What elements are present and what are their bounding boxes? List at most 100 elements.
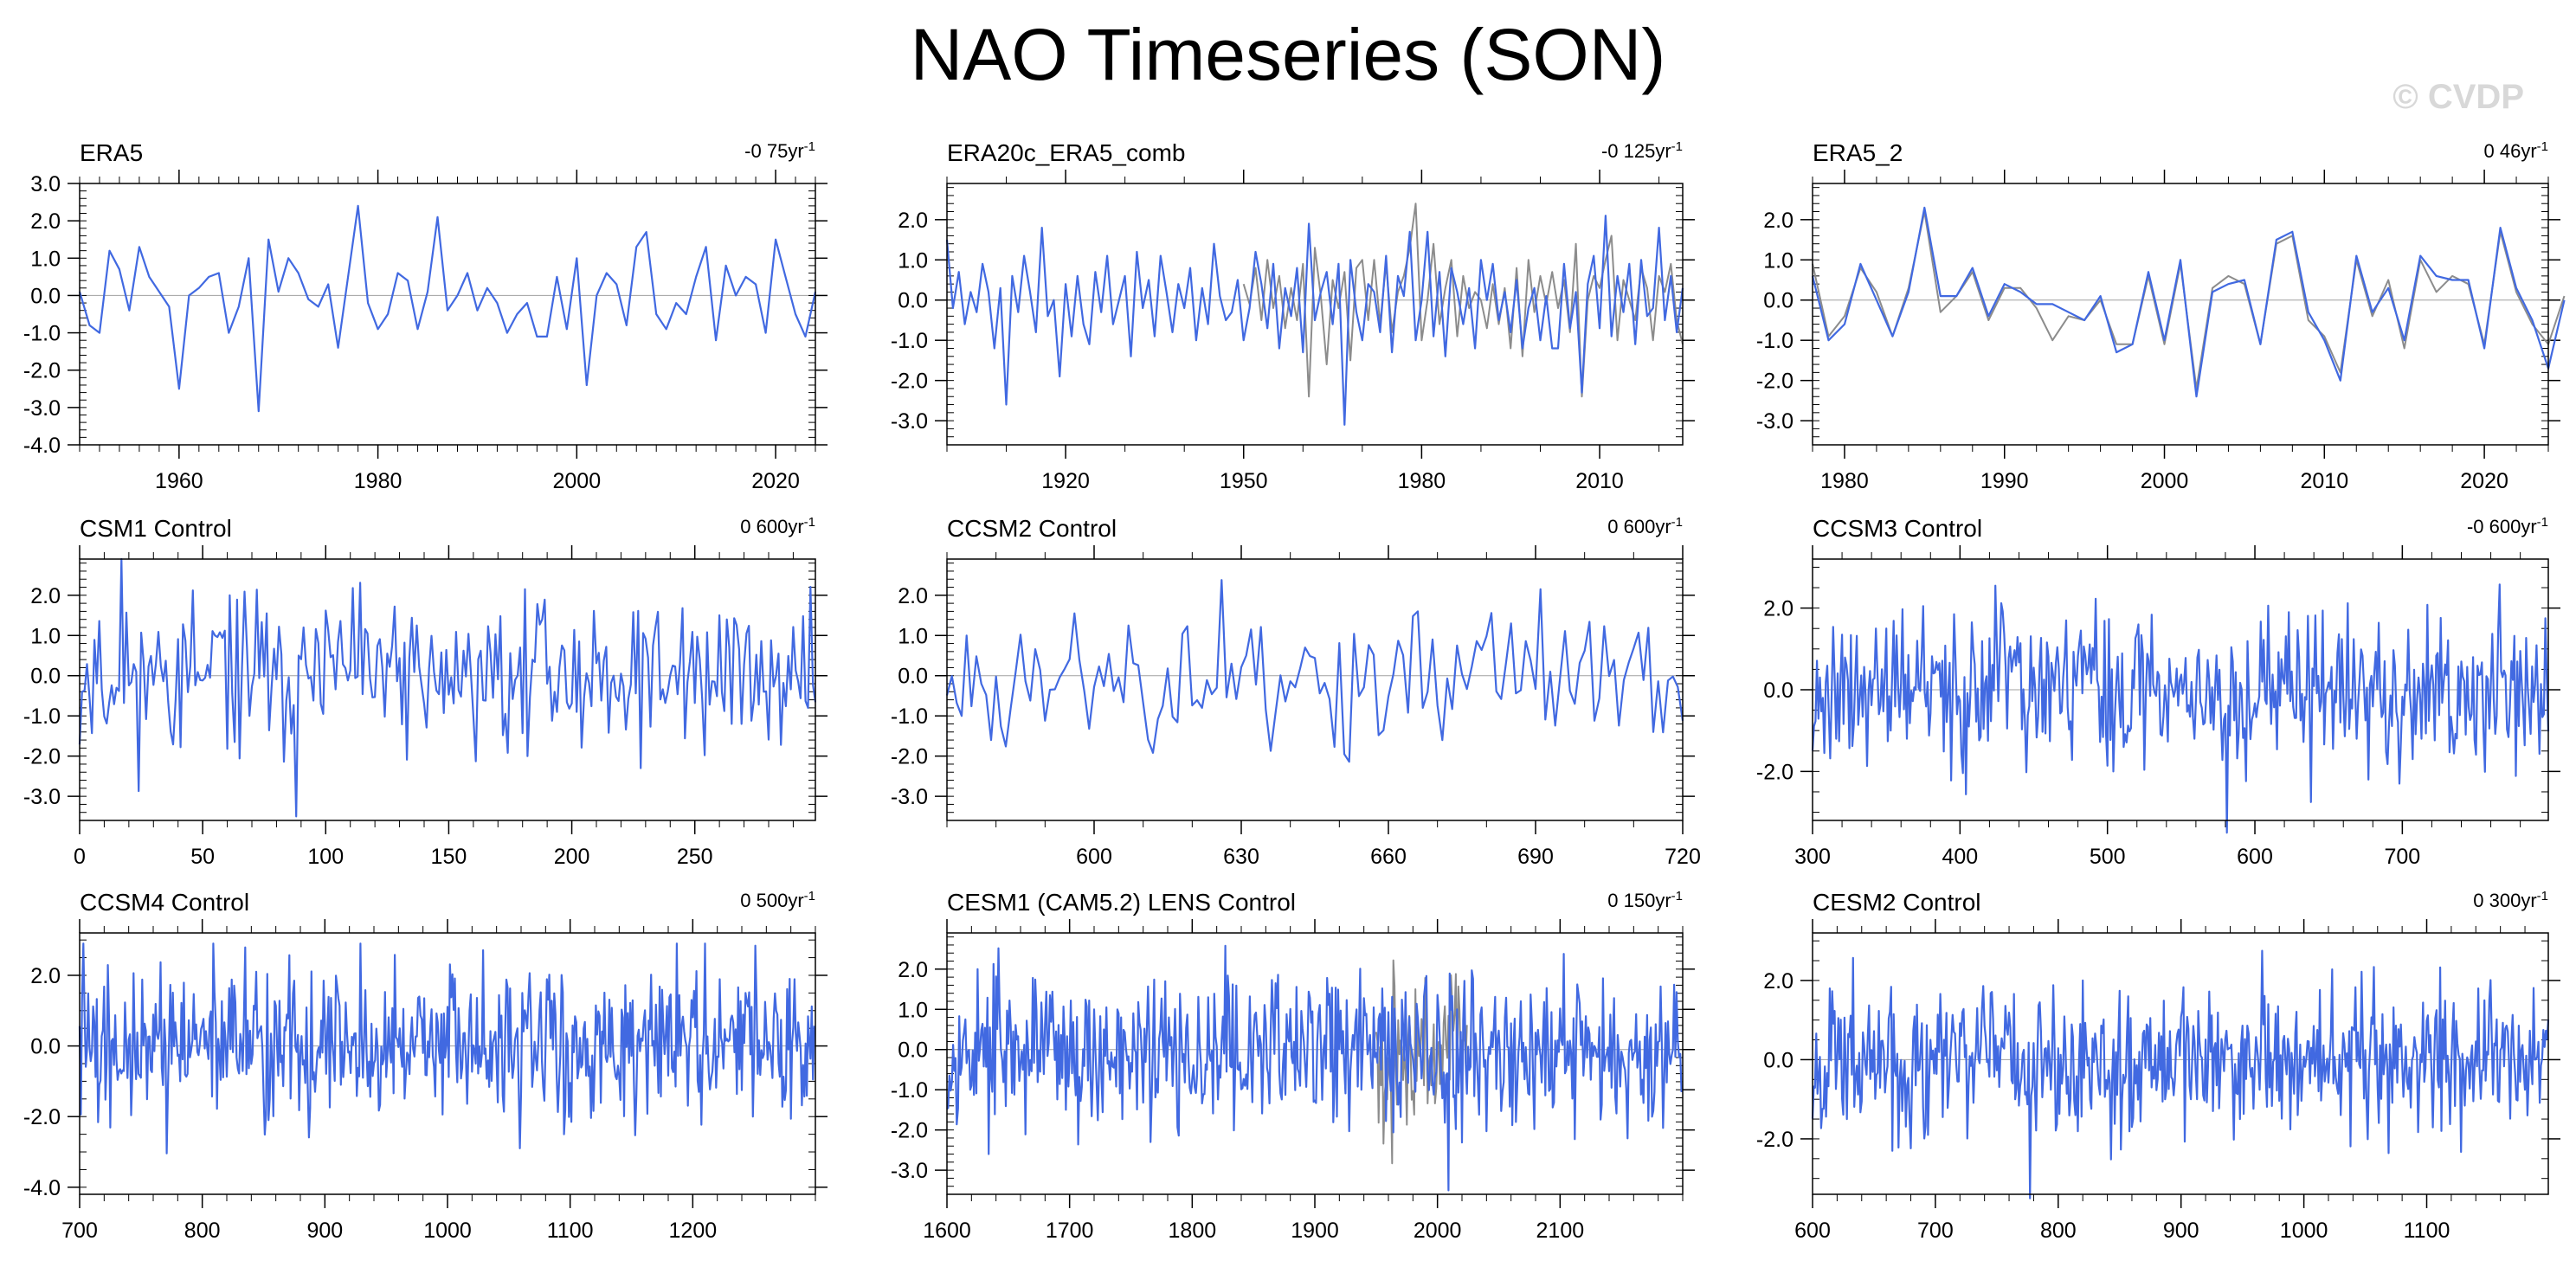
plot-frame (1812, 932, 2549, 1195)
x-tick-label: 2100 (1536, 1219, 1585, 1243)
plot-frame (946, 558, 1684, 821)
panel-trend: 0 150yr-1 (1607, 889, 1683, 911)
y-tick-label: 0.0 (1763, 1048, 1794, 1072)
y-tick-label: 0.0 (898, 1039, 928, 1063)
panel-4: CSM1 Control 0 600yr-1 -3.0 -2.0 -1.0 0.0 1.0 2… (23, 515, 828, 869)
panel-trend: 0 300yr-1 (2473, 889, 2548, 911)
nao-series-line (78, 942, 815, 1154)
panel-2: ERA20c_ERA5_comb -0 125yr-1 -3.0 -2.0 -1.0 0.… (891, 139, 1695, 493)
x-tick-label: 1980 (1398, 469, 1446, 493)
y-tick-label: -3.0 (891, 1159, 928, 1183)
y-tick-label: -2.0 (891, 370, 928, 394)
y-tick-label: -3.0 (23, 396, 61, 421)
y-tick-label: 1.0 (898, 624, 928, 648)
x-tick-label: 700 (61, 1219, 98, 1243)
y-tick-label: 0.0 (30, 665, 61, 689)
x-tick-label: 1990 (1980, 469, 2029, 493)
y-tick-label: -4.0 (23, 434, 61, 458)
x-tick-label: 1100 (547, 1219, 594, 1243)
reference-series-line (1242, 203, 1684, 398)
panel-title: CESM2 Control (1813, 889, 1981, 916)
panel-trend: 0 46yr-1 (2484, 139, 2549, 162)
panel-7: CCSM4 Control 0 500yr-1 -4.0 -2.0 0.0 2.0 700 8… (23, 889, 828, 1243)
panel-title: CCSM4 Control (80, 889, 249, 916)
y-tick-label: 2.0 (1763, 969, 1794, 994)
x-tick-label: 660 (1370, 845, 1407, 869)
y-tick-label: 0.0 (898, 665, 928, 689)
panel-trend: 0 600yr-1 (740, 515, 815, 537)
x-tick-label: 2000 (1414, 1219, 1462, 1243)
x-tick-label: 100 (307, 845, 344, 869)
x-tick-label: 200 (554, 845, 590, 869)
y-tick-label: -2.0 (23, 1105, 61, 1129)
x-tick-label: 2020 (751, 469, 800, 493)
y-tick-label: -3.0 (891, 785, 928, 809)
y-tick-label: 0.0 (30, 284, 61, 308)
cvdp-watermark: © CVDP (2392, 78, 2524, 116)
y-tick-label: -3.0 (891, 409, 928, 434)
y-tick-label: 0.0 (1763, 679, 1794, 703)
x-tick-label: 150 (431, 845, 467, 869)
y-tick-label: -2.0 (1756, 760, 1794, 784)
x-tick-label: 1200 (669, 1219, 718, 1243)
trend-exponent: -1 (2537, 515, 2548, 530)
y-tick-label: -2.0 (891, 1119, 928, 1143)
reference-series-line (1375, 959, 1468, 1165)
y-tick-label: -4.0 (23, 1176, 61, 1200)
nao-series-line (78, 557, 817, 818)
x-tick-label: 1980 (354, 469, 402, 493)
panel-3: ERA5_2 0 46yr-1 -3.0 -2.0 -1.0 0.0 1.0 2.0 1980 1… (1756, 139, 2566, 493)
plot-frame (1812, 183, 2549, 446)
x-tick-label: 2000 (2141, 469, 2189, 493)
y-tick-label: -1.0 (891, 1078, 928, 1103)
y-tick-label: -2.0 (891, 745, 928, 769)
x-tick-label: 600 (2237, 845, 2273, 869)
nao-series-line (78, 204, 817, 413)
nao-series-line (1811, 949, 2550, 1199)
y-tick-label: 2.0 (30, 964, 61, 988)
x-tick-label: 630 (1223, 845, 1259, 869)
x-tick-label: 1600 (923, 1219, 971, 1243)
x-tick-label: 1960 (155, 469, 203, 493)
x-tick-label: 900 (306, 1219, 343, 1243)
y-tick-label: -1.0 (23, 322, 61, 346)
y-tick-label: 1.0 (898, 248, 928, 273)
y-tick-label: 2.0 (898, 209, 928, 233)
y-tick-label: -1.0 (23, 704, 61, 729)
x-tick-label: 800 (2040, 1219, 2077, 1243)
trend-exponent: -1 (1671, 515, 1683, 530)
y-tick-label: 2.0 (1763, 209, 1794, 233)
panel-title: ERA20c_ERA5_comb (947, 139, 1185, 166)
y-tick-label: 2.0 (30, 209, 61, 234)
trend-exponent: -1 (804, 139, 815, 154)
panel-8: CESM1 (CAM5.2) LENS Control 0 150yr-1 -3.0… (891, 889, 1695, 1243)
y-tick-label: -1.0 (891, 329, 928, 353)
x-tick-label: 1950 (1220, 469, 1268, 493)
x-tick-label: 400 (1942, 845, 1978, 869)
plot-frame (79, 558, 816, 821)
x-tick-label: 1000 (2280, 1219, 2328, 1243)
x-tick-label: 1920 (1041, 469, 1090, 493)
x-tick-label: 1000 (423, 1219, 472, 1243)
x-tick-label: 1980 (1820, 469, 1869, 493)
x-tick-label: 2020 (2460, 469, 2508, 493)
y-tick-label: -2.0 (23, 359, 61, 383)
panel-trend: -0 600yr-1 (2467, 515, 2548, 537)
y-tick-label: 0.0 (1763, 289, 1794, 313)
panel-trend: 0 600yr-1 (1607, 515, 1683, 537)
panel-title: CESM1 (CAM5.2) LENS Control (947, 889, 1296, 916)
x-tick-label: 720 (1665, 845, 1701, 869)
y-tick-label: 1.0 (30, 624, 61, 648)
trend-exponent: -1 (1671, 889, 1683, 904)
x-tick-label: 250 (677, 845, 713, 869)
panel-trend: -0 75yr-1 (744, 139, 815, 162)
x-tick-label: 690 (1517, 845, 1554, 869)
panel-6: CCSM3 Control -0 600yr-1 -2.0 0.0 2.0 300 400 5… (1756, 515, 2560, 869)
nao-series-line (945, 579, 1684, 763)
panel-title: ERA5_2 (1813, 139, 1903, 166)
nao-series-line (945, 215, 1684, 426)
x-tick-label: 0 (74, 845, 86, 869)
trend-exponent: -1 (804, 889, 815, 904)
panel-5: CCSM2 Control 0 600yr-1 -3.0 -2.0 -1.0 0.0 1.0… (891, 515, 1701, 869)
x-tick-label: 700 (1917, 1219, 1954, 1243)
